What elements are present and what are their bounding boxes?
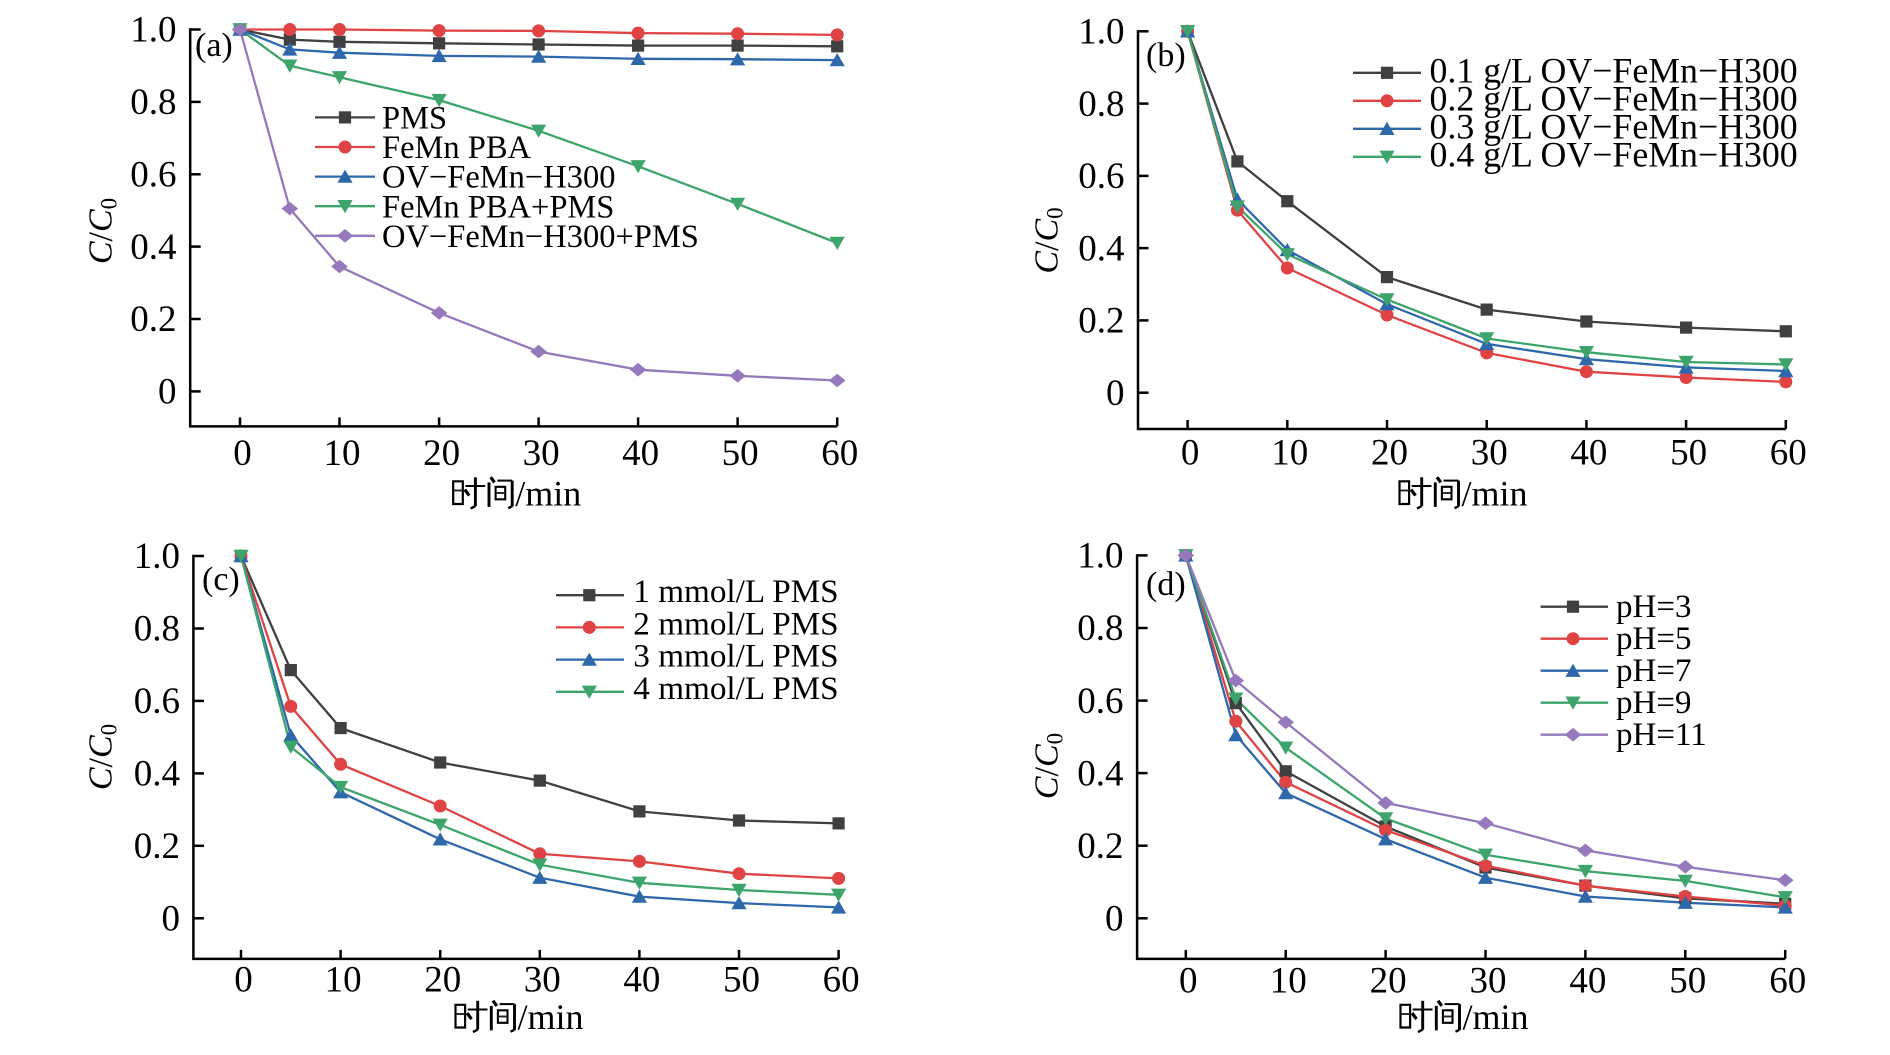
svg-text:20: 20	[424, 960, 461, 1001]
svg-text:20: 20	[1371, 432, 1408, 473]
svg-text:0.2 g/L OV−FeMn−H300: 0.2 g/L OV−FeMn−H300	[1430, 79, 1798, 119]
svg-text:20: 20	[423, 433, 460, 474]
svg-text:1 mmol/L PMS: 1 mmol/L PMS	[633, 573, 838, 610]
svg-text:50: 50	[722, 433, 759, 474]
svg-text:PMS: PMS	[382, 101, 447, 137]
svg-text:40: 40	[623, 960, 660, 1001]
svg-text:10: 10	[1270, 961, 1307, 1002]
svg-text:2 mmol/L PMS: 2 mmol/L PMS	[633, 605, 838, 642]
svg-text:1.0: 1.0	[1078, 12, 1124, 53]
svg-text:0.4: 0.4	[1077, 753, 1123, 794]
svg-text:0: 0	[233, 433, 252, 474]
svg-text:0: 0	[1105, 899, 1124, 940]
svg-text:(c): (c)	[202, 561, 240, 598]
svg-text:30: 30	[1470, 961, 1507, 1002]
svg-text:40: 40	[622, 433, 659, 474]
svg-text:0.4: 0.4	[130, 227, 176, 268]
svg-text:OV−FeMn−H300+PMS: OV−FeMn−H300+PMS	[382, 219, 699, 255]
svg-text:60: 60	[1770, 432, 1807, 473]
svg-text:50: 50	[1669, 961, 1706, 1002]
svg-text:40: 40	[1569, 961, 1606, 1002]
svg-text:0: 0	[158, 372, 177, 413]
svg-text:60: 60	[1769, 961, 1806, 1002]
svg-text:C/C0: C/C0	[1029, 207, 1068, 273]
svg-text:10: 10	[325, 960, 362, 1001]
svg-text:pH=5: pH=5	[1616, 621, 1691, 657]
svg-text:1.0: 1.0	[1077, 536, 1123, 577]
svg-text:0.6: 0.6	[130, 155, 176, 196]
svg-text:20: 20	[1370, 961, 1407, 1002]
svg-text:(a): (a)	[195, 27, 233, 64]
svg-text:/min: /min	[515, 474, 581, 514]
svg-text:0.2: 0.2	[1078, 301, 1124, 342]
svg-text:50: 50	[1670, 432, 1707, 473]
svg-text:0.2: 0.2	[130, 299, 176, 340]
svg-text:0: 0	[1106, 373, 1125, 414]
svg-text:0.6: 0.6	[1078, 156, 1124, 197]
svg-text:0: 0	[1181, 432, 1200, 473]
svg-text:0.8: 0.8	[1078, 84, 1124, 125]
svg-text:0.3 g/L OV−FeMn−H300: 0.3 g/L OV−FeMn−H300	[1430, 107, 1798, 147]
svg-text:1.0: 1.0	[130, 10, 176, 51]
svg-text:0.6: 0.6	[134, 681, 180, 722]
svg-text:0.2: 0.2	[134, 826, 180, 867]
svg-text:C/C0: C/C0	[1029, 733, 1068, 799]
svg-text:60: 60	[823, 960, 860, 1001]
svg-text:pH=3: pH=3	[1616, 589, 1691, 625]
svg-text:1.0: 1.0	[134, 536, 180, 577]
svg-text:40: 40	[1570, 432, 1607, 473]
svg-text:OV−FeMn−H300: OV−FeMn−H300	[382, 160, 615, 196]
svg-text:pH=7: pH=7	[1616, 653, 1691, 689]
svg-text:0.4: 0.4	[1078, 228, 1124, 269]
svg-text:0.6: 0.6	[1077, 681, 1123, 722]
svg-text:/min: /min	[1463, 997, 1529, 1037]
svg-text:4 mmol/L PMS: 4 mmol/L PMS	[633, 670, 838, 707]
svg-text:0.4 g/L OV−FeMn−H300: 0.4 g/L OV−FeMn−H300	[1430, 135, 1798, 175]
svg-text:pH=9: pH=9	[1616, 685, 1691, 721]
svg-text:60: 60	[821, 433, 858, 474]
svg-text:0: 0	[162, 899, 181, 940]
svg-text:0.2: 0.2	[1077, 826, 1123, 867]
svg-text:0.8: 0.8	[130, 82, 176, 123]
svg-text:0.8: 0.8	[134, 609, 180, 650]
svg-text:/min: /min	[1462, 474, 1528, 514]
svg-text:10: 10	[1271, 432, 1308, 473]
svg-text:/min: /min	[518, 997, 584, 1037]
svg-text:0.4: 0.4	[134, 754, 180, 795]
svg-text:0: 0	[234, 960, 253, 1001]
svg-text:30: 30	[523, 433, 560, 474]
svg-text:10: 10	[324, 433, 361, 474]
svg-text:30: 30	[524, 960, 561, 1001]
svg-text:50: 50	[723, 960, 760, 1001]
svg-text:3 mmol/L PMS: 3 mmol/L PMS	[633, 638, 838, 675]
svg-text:C/C0: C/C0	[83, 724, 122, 790]
svg-text:30: 30	[1471, 432, 1508, 473]
svg-text:(d): (d)	[1146, 566, 1186, 603]
svg-text:(b): (b)	[1146, 37, 1186, 74]
svg-text:0: 0	[1179, 961, 1198, 1002]
svg-text:FeMn PBA: FeMn PBA	[382, 130, 532, 166]
svg-text:FeMn PBA+PMS: FeMn PBA+PMS	[382, 189, 614, 225]
svg-text:pH=11: pH=11	[1616, 717, 1707, 753]
svg-text:0.1 g/L OV−FeMn−H300: 0.1 g/L OV−FeMn−H300	[1430, 51, 1798, 91]
svg-text:0.8: 0.8	[1077, 608, 1123, 649]
